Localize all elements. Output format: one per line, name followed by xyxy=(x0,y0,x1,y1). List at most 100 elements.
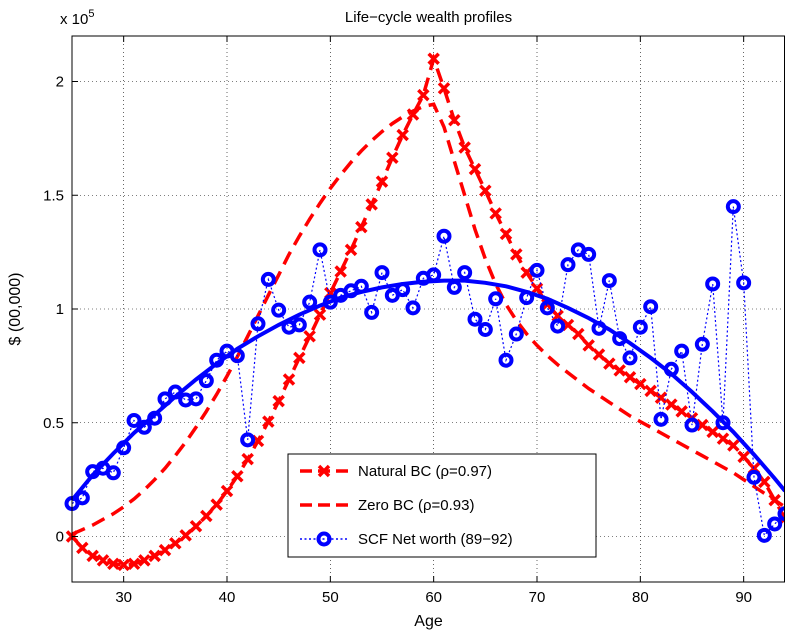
legend-item: SCF Net worth (89−92) xyxy=(300,531,513,548)
x-tick-label: 40 xyxy=(219,589,236,606)
data-point xyxy=(189,520,203,533)
data-point xyxy=(158,543,172,557)
y-axis-multiplier-exponent: 5 xyxy=(88,8,94,20)
legend-item: Zero BC (ρ=0.93) xyxy=(300,497,475,514)
legend-marker xyxy=(316,531,332,547)
data-point xyxy=(467,311,483,327)
data-point xyxy=(448,113,461,127)
data-point xyxy=(777,506,785,522)
data-point xyxy=(436,228,452,244)
series-line xyxy=(71,102,785,536)
data-point xyxy=(457,265,473,281)
data-point xyxy=(105,465,121,481)
data-point xyxy=(169,537,182,550)
data-point xyxy=(756,527,772,543)
data-point xyxy=(126,412,142,428)
data-point xyxy=(374,265,390,281)
x-tick-label: 60 xyxy=(425,589,442,606)
data-point xyxy=(127,557,141,571)
data-point xyxy=(188,391,204,407)
data-point xyxy=(632,319,648,335)
data-point xyxy=(622,350,638,366)
series-layer xyxy=(64,52,785,572)
data-point xyxy=(334,265,347,278)
data-point xyxy=(293,351,306,365)
data-point xyxy=(262,415,275,428)
data-point xyxy=(468,162,482,176)
data-point xyxy=(364,304,380,320)
data-point xyxy=(696,418,709,432)
data-point xyxy=(581,246,597,262)
data-point xyxy=(674,343,690,359)
y-tick-label: 0.5 xyxy=(43,415,64,432)
data-point xyxy=(601,273,617,289)
data-point xyxy=(653,411,669,427)
data-point xyxy=(529,262,545,278)
data-point xyxy=(498,352,514,368)
x-tick-label: 50 xyxy=(322,589,339,606)
data-point xyxy=(458,141,471,154)
data-point xyxy=(551,309,564,323)
data-point xyxy=(417,88,430,102)
y-axis-multiplier: x 105 xyxy=(60,8,94,28)
data-point xyxy=(148,549,161,563)
data-point xyxy=(198,373,214,389)
legend-label: SCF Net worth (89−92) xyxy=(358,531,513,548)
chart-title: Life−cycle wealth profiles xyxy=(345,9,512,26)
data-point xyxy=(241,452,254,466)
legend-label: Natural BC (ρ=0.97) xyxy=(358,463,492,480)
x-axis-title: Age xyxy=(414,613,443,630)
data-point xyxy=(746,469,762,485)
x-tick-label: 90 xyxy=(735,589,752,606)
data-point xyxy=(272,394,285,408)
data-point xyxy=(210,498,223,511)
axis-ticks: 30 40 50 60 70 80 90 0 0.5 1 1.5 2 xyxy=(43,36,752,606)
x-tick-label: 70 xyxy=(529,589,546,606)
data-point xyxy=(312,242,328,258)
data-point xyxy=(613,364,626,377)
series-line xyxy=(70,278,785,502)
data-point xyxy=(530,282,544,295)
data-point xyxy=(231,469,244,483)
data-point xyxy=(107,557,120,571)
data-point xyxy=(271,302,287,318)
series-line xyxy=(71,206,785,537)
data-point xyxy=(716,432,730,445)
data-point xyxy=(179,529,192,542)
y-tick-label: 1 xyxy=(56,301,64,318)
legend-label: Zero BC (ρ=0.93) xyxy=(358,497,475,514)
data-point xyxy=(737,450,750,464)
data-point xyxy=(220,484,234,498)
data-point xyxy=(603,357,616,370)
data-point xyxy=(437,82,451,95)
data-point xyxy=(117,558,130,572)
data-point xyxy=(386,151,399,164)
data-point xyxy=(405,300,421,316)
data-point xyxy=(499,227,513,241)
legend: Natural BC (ρ=0.97) Zero BC (ρ=0.93) SCF N… xyxy=(287,453,597,558)
series-3 xyxy=(70,278,785,502)
x-tick-label: 30 xyxy=(115,589,132,606)
legend-item: Natural BC (ρ=0.97) xyxy=(300,463,492,480)
data-point xyxy=(623,371,637,384)
data-point xyxy=(96,554,110,567)
data-point xyxy=(592,348,606,361)
data-point xyxy=(706,425,719,439)
data-point xyxy=(582,339,595,352)
data-point xyxy=(291,317,307,333)
x-tick-label: 80 xyxy=(632,589,649,606)
data-point xyxy=(675,405,688,418)
data-point xyxy=(705,276,721,292)
y-axis-title: $ (00,000) xyxy=(7,273,24,346)
y-tick-label: 1.5 xyxy=(43,187,64,204)
data-point xyxy=(200,509,213,523)
data-point xyxy=(654,391,668,404)
data-point xyxy=(508,326,524,342)
data-point xyxy=(479,184,492,197)
data-point xyxy=(634,377,647,391)
data-point xyxy=(250,316,266,332)
data-point xyxy=(684,417,700,433)
data-point xyxy=(510,248,523,261)
y-tick-label: 2 xyxy=(56,74,64,91)
